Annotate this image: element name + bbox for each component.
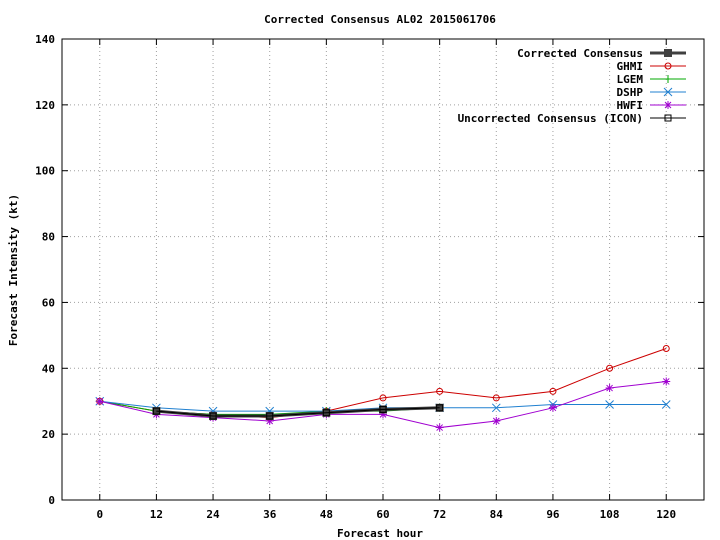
open-square-marker [664,114,672,122]
grid [62,38,704,501]
x-tick-label: 108 [600,508,620,521]
star-marker [548,403,557,412]
star-marker [664,101,672,109]
y-tick-label: 140 [35,33,55,46]
star-marker [379,410,387,419]
y-tick-label: 20 [42,428,55,441]
y-tick-label: 40 [42,362,55,375]
star-marker [265,416,274,425]
open-square-marker [266,412,274,420]
circle-marker [606,364,614,372]
y-tick-label: 100 [35,165,55,178]
open-square-marker [379,405,387,413]
y-axis-label: Forecast Intensity (kt) [7,194,20,346]
legend-label: GHMI [617,60,644,73]
star-marker [492,416,501,425]
circle-marker [492,394,500,402]
x-tick-label: 36 [263,508,277,521]
x-tick-label: 60 [376,508,389,521]
y-tick-label: 80 [42,231,55,244]
star-marker [95,397,104,406]
filled-square-marker [664,49,672,57]
y-tick-label: 0 [48,494,55,507]
star-marker [662,377,671,386]
x-tick-label: 24 [206,508,220,521]
cross-marker [491,403,501,413]
legend: Corrected ConsensusGHMILGEMDSHPHWFIUncor… [458,47,686,125]
x-tick-label: 84 [490,508,504,521]
x-tick-label: 12 [150,508,163,521]
x-tick-label: 0 [96,508,103,521]
circle-marker [549,387,557,395]
x-tick-label: 48 [320,508,333,521]
star-marker [435,423,444,432]
x-tick-label: 120 [656,508,676,521]
y-tick-label: 60 [42,296,55,309]
plus-marker [664,75,672,83]
series-uncorrected-consensus-icon [152,404,444,420]
legend-label: HWFI [617,99,644,112]
plot-frame [61,38,705,501]
circle-marker [662,345,670,353]
legend-label: LGEM [617,73,644,86]
open-square-marker [322,409,330,417]
circle-marker [379,394,387,402]
chart-title: Corrected Consensus AL02 2015061706 [264,13,496,26]
cross-marker [605,400,614,409]
circle-marker [436,387,444,395]
open-square-marker [436,404,444,412]
legend-label: DSHP [617,86,644,99]
star-marker [605,384,614,393]
x-axis-label: Forecast hour [337,527,423,540]
x-tick-label: 96 [546,508,560,521]
y-tick-label: 120 [35,99,55,112]
series-line [156,407,440,417]
circle-marker [664,62,672,70]
open-square-marker [209,412,217,420]
series-lines [95,345,671,432]
cross-marker [663,87,673,97]
cross-marker [661,400,671,409]
legend-label: Corrected Consensus [517,47,643,60]
open-square-marker [152,407,160,415]
axis-ticks: 0 12 24 36 48 60 72 84 96 108 120 0 20 40 60 80 100 120 14… [35,33,704,521]
legend-label: Uncorrected Consensus (ICON) [458,112,643,125]
x-tick-label: 72 [433,508,446,521]
